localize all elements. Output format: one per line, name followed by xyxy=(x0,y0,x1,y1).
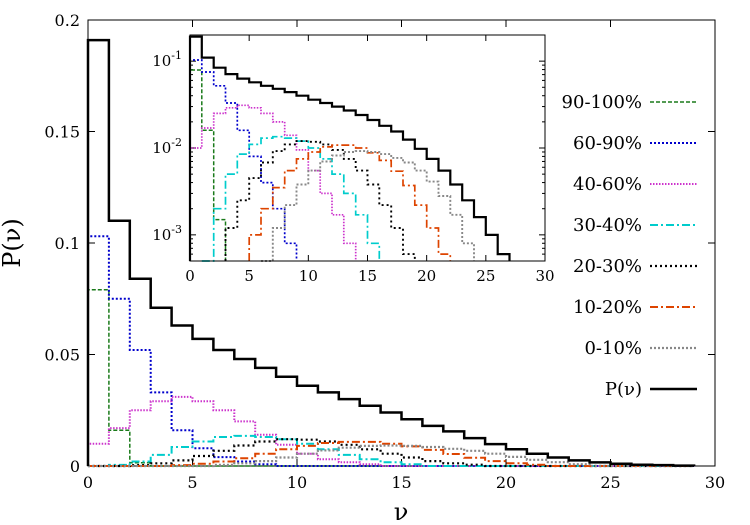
inset-plot-frame xyxy=(189,34,546,262)
series-line-p- xyxy=(86,38,696,467)
inset-x-tick-label: 25 xyxy=(476,267,495,285)
inset-series-line-0-10- xyxy=(261,150,475,262)
y-tick-label: 0.15 xyxy=(44,123,80,142)
inset-x-tick-label: 0 xyxy=(185,267,195,285)
inset-series-line-90-100- xyxy=(189,69,227,261)
y-tick-label: 0 xyxy=(70,457,80,476)
inset-axis-ticks: 0 5 10 15 20 25 30 10-3 10-2 10-1 xyxy=(152,34,555,285)
x-tick-label: 10 xyxy=(287,473,307,492)
inset-series-line-40-60- xyxy=(189,104,357,261)
legend-label: 10-20% xyxy=(573,297,642,318)
series-line-20-30- xyxy=(88,438,695,468)
legend-label: 0-10% xyxy=(584,338,642,359)
inset-y-tick-label: 10-1 xyxy=(152,49,182,70)
legend-label: 60-90% xyxy=(573,133,642,154)
inset-y-tick-label: 10-2 xyxy=(152,136,182,157)
inset-x-tick-label: 20 xyxy=(417,267,436,285)
legend-label: 40-60% xyxy=(573,174,642,195)
x-tick-label: 0 xyxy=(83,473,93,492)
inset-series-line-30-40- xyxy=(201,135,381,262)
x-tick-label: 25 xyxy=(600,473,620,492)
series-line-30-40- xyxy=(88,434,695,467)
x-tick-label: 30 xyxy=(705,473,725,492)
y-tick-label: 0.05 xyxy=(44,346,80,365)
legend-label: P(ν) xyxy=(605,379,642,400)
legend-label: 90-100% xyxy=(562,92,642,113)
inset-series-line-20-30- xyxy=(224,140,416,261)
x-tick-label: 15 xyxy=(391,473,411,492)
x-tick-label: 20 xyxy=(496,473,516,492)
main-series-group xyxy=(86,38,696,468)
main-axis-ticks: 0 5 10 15 20 25 30 0 0.05 0.1 0.15 0.2 xyxy=(44,11,725,492)
legend-label: 30-40% xyxy=(573,215,642,236)
inset-x-tick-label: 10 xyxy=(299,267,318,285)
series-line-0-10- xyxy=(88,444,695,468)
inset-series-line-p- xyxy=(188,35,511,261)
inset-y-tick-label: 10-3 xyxy=(152,223,182,244)
x-axis-title: ν xyxy=(394,498,409,525)
y-axis-title: P(ν) xyxy=(0,218,26,267)
inset-x-tick-label: 5 xyxy=(244,267,254,285)
y-tick-label: 0.1 xyxy=(55,234,80,253)
series-line-40-60- xyxy=(87,395,695,467)
inset-series-line-60-90- xyxy=(189,59,298,261)
y-tick-label: 0.2 xyxy=(55,11,80,30)
series-line-10-20- xyxy=(88,440,695,467)
inset-series-group xyxy=(188,35,511,262)
inset-x-tick-label: 15 xyxy=(358,267,377,285)
legend-label: 20-30% xyxy=(573,256,642,277)
x-tick-label: 5 xyxy=(187,473,197,492)
inset-x-tick-label: 30 xyxy=(535,267,554,285)
legend: 90-100% 60-90% 40-60% 30-40% 20-30% 10-20% 0-1… xyxy=(562,92,697,400)
